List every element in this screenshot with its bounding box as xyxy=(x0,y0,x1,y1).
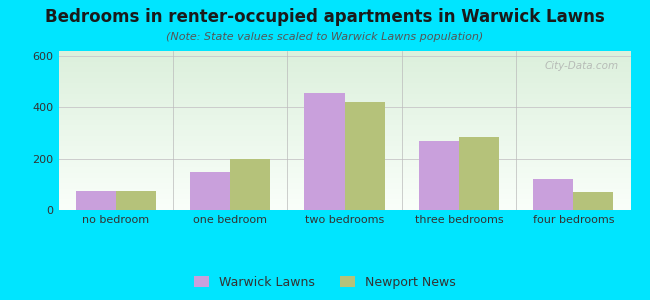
Bar xyxy=(304,93,345,210)
Bar xyxy=(344,102,385,210)
Bar xyxy=(573,192,614,210)
Bar xyxy=(419,141,459,210)
Text: Bedrooms in renter-occupied apartments in Warwick Lawns: Bedrooms in renter-occupied apartments i… xyxy=(45,8,605,26)
Text: City-Data.com: City-Data.com xyxy=(545,61,619,70)
Legend: Warwick Lawns, Newport News: Warwick Lawns, Newport News xyxy=(189,271,461,294)
Bar xyxy=(459,137,499,210)
Bar xyxy=(190,172,230,210)
Bar xyxy=(230,159,270,210)
Bar xyxy=(75,191,116,210)
Bar xyxy=(533,179,573,210)
Text: (Note: State values scaled to Warwick Lawns population): (Note: State values scaled to Warwick La… xyxy=(166,32,484,41)
Bar xyxy=(116,191,156,210)
